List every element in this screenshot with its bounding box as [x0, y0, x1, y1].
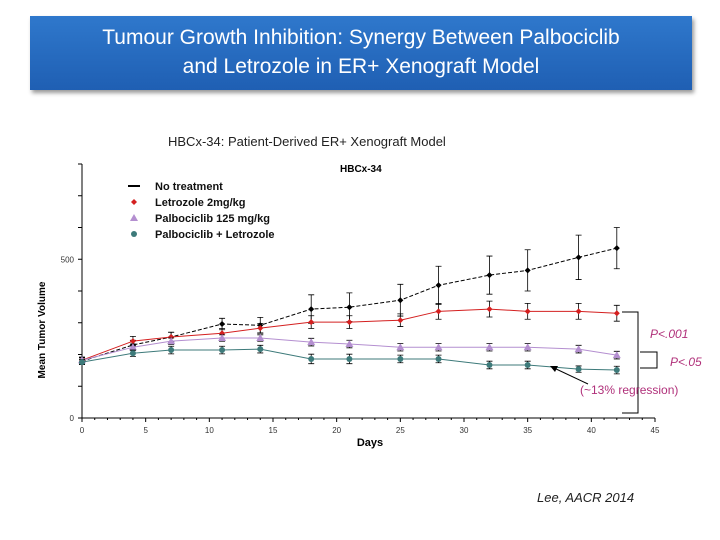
data-point [128, 343, 137, 351]
x-tick-label: 20 [332, 426, 341, 435]
chart-title: HBCx-34: Patient-Derived ER+ Xenograft M… [168, 134, 446, 149]
data-point [612, 351, 621, 359]
bracket-p05 [640, 351, 658, 369]
data-point [219, 321, 226, 328]
data-point [435, 282, 442, 289]
data-point [485, 343, 494, 351]
annotation-p05: P<.05 [670, 355, 702, 369]
data-point [486, 306, 493, 313]
data-point [613, 245, 620, 252]
citation: Lee, AACR 2014 [537, 490, 635, 505]
data-point [129, 350, 136, 357]
data-point [168, 347, 175, 354]
regression-arrow [553, 367, 589, 385]
data-point [219, 347, 226, 354]
x-tick-label: 35 [523, 426, 532, 435]
arrowhead [550, 366, 558, 372]
data-point [129, 338, 136, 345]
data-point [397, 317, 404, 324]
x-tick-label: 25 [396, 426, 405, 435]
y-tick-label: 500 [61, 255, 75, 264]
data-point [257, 325, 264, 332]
data-point [308, 355, 315, 362]
legend-label: Palbociclib + Letrozole [155, 229, 275, 241]
data-point [575, 366, 582, 373]
data-point [523, 343, 532, 351]
data-point [486, 361, 493, 368]
data-point [346, 319, 353, 326]
data-point [308, 306, 315, 313]
x-tick-label: 0 [80, 426, 85, 435]
data-point [486, 272, 493, 279]
data-point [131, 199, 137, 205]
data-point [308, 319, 315, 326]
bracket-p001 [622, 311, 639, 414]
data-point [435, 355, 442, 362]
legend-label: Palbociclib 125 mg/kg [155, 213, 270, 225]
data-point [307, 338, 316, 346]
data-point [574, 345, 583, 353]
x-tick-label: 10 [205, 426, 214, 435]
data-point [131, 231, 137, 237]
data-point [168, 334, 175, 341]
x-tick-label: 30 [460, 426, 469, 435]
slide-title-line1: Tumour Growth Inhibition: Synergy Betwee… [102, 26, 620, 49]
data-point [613, 367, 620, 374]
data-point [435, 308, 442, 315]
data-point [79, 359, 85, 366]
data-point [346, 355, 353, 362]
slide-title-line2: and Letrozole in ER+ Xenograft Model [182, 55, 540, 78]
data-point [346, 304, 353, 311]
data-point [524, 267, 531, 274]
data-point [397, 297, 404, 304]
data-point [613, 310, 620, 317]
y-axis-label: Mean Tumor Volume [37, 281, 48, 378]
legend-label: No treatment [155, 181, 223, 193]
data-point [396, 343, 405, 351]
data-point [218, 333, 227, 341]
data-point [524, 361, 531, 368]
annotation-p001: P<.001 [650, 327, 688, 341]
data-point [434, 343, 443, 351]
data-point [524, 308, 531, 315]
data-point [130, 214, 138, 221]
x-tick-label: 45 [651, 426, 660, 435]
data-point [397, 355, 404, 362]
annotations: P<.001 P<.05 (~13% regression) [550, 311, 702, 414]
data-point [345, 340, 354, 348]
slide-title: Tumour Growth Inhibition: Synergy Betwee… [30, 16, 692, 90]
data-point [167, 337, 176, 345]
series-palbociclib-letrozole [79, 344, 620, 375]
x-tick-label: 40 [587, 426, 596, 435]
data-point [575, 308, 582, 315]
x-axis-label: Days [357, 437, 383, 449]
annotation-regression: (~13% regression) [580, 383, 678, 397]
y-tick-label: 0 [70, 414, 75, 423]
legend-label: Letrozole 2mg/kg [155, 197, 245, 209]
data-point [257, 346, 264, 353]
data-point [256, 333, 265, 341]
series-letrozole-2mg-kg [79, 300, 620, 364]
x-tick-label: 15 [269, 426, 278, 435]
chart-subtitle: HBCx-34 [340, 164, 382, 175]
x-tick-label: 5 [143, 426, 148, 435]
data-point [575, 254, 582, 261]
